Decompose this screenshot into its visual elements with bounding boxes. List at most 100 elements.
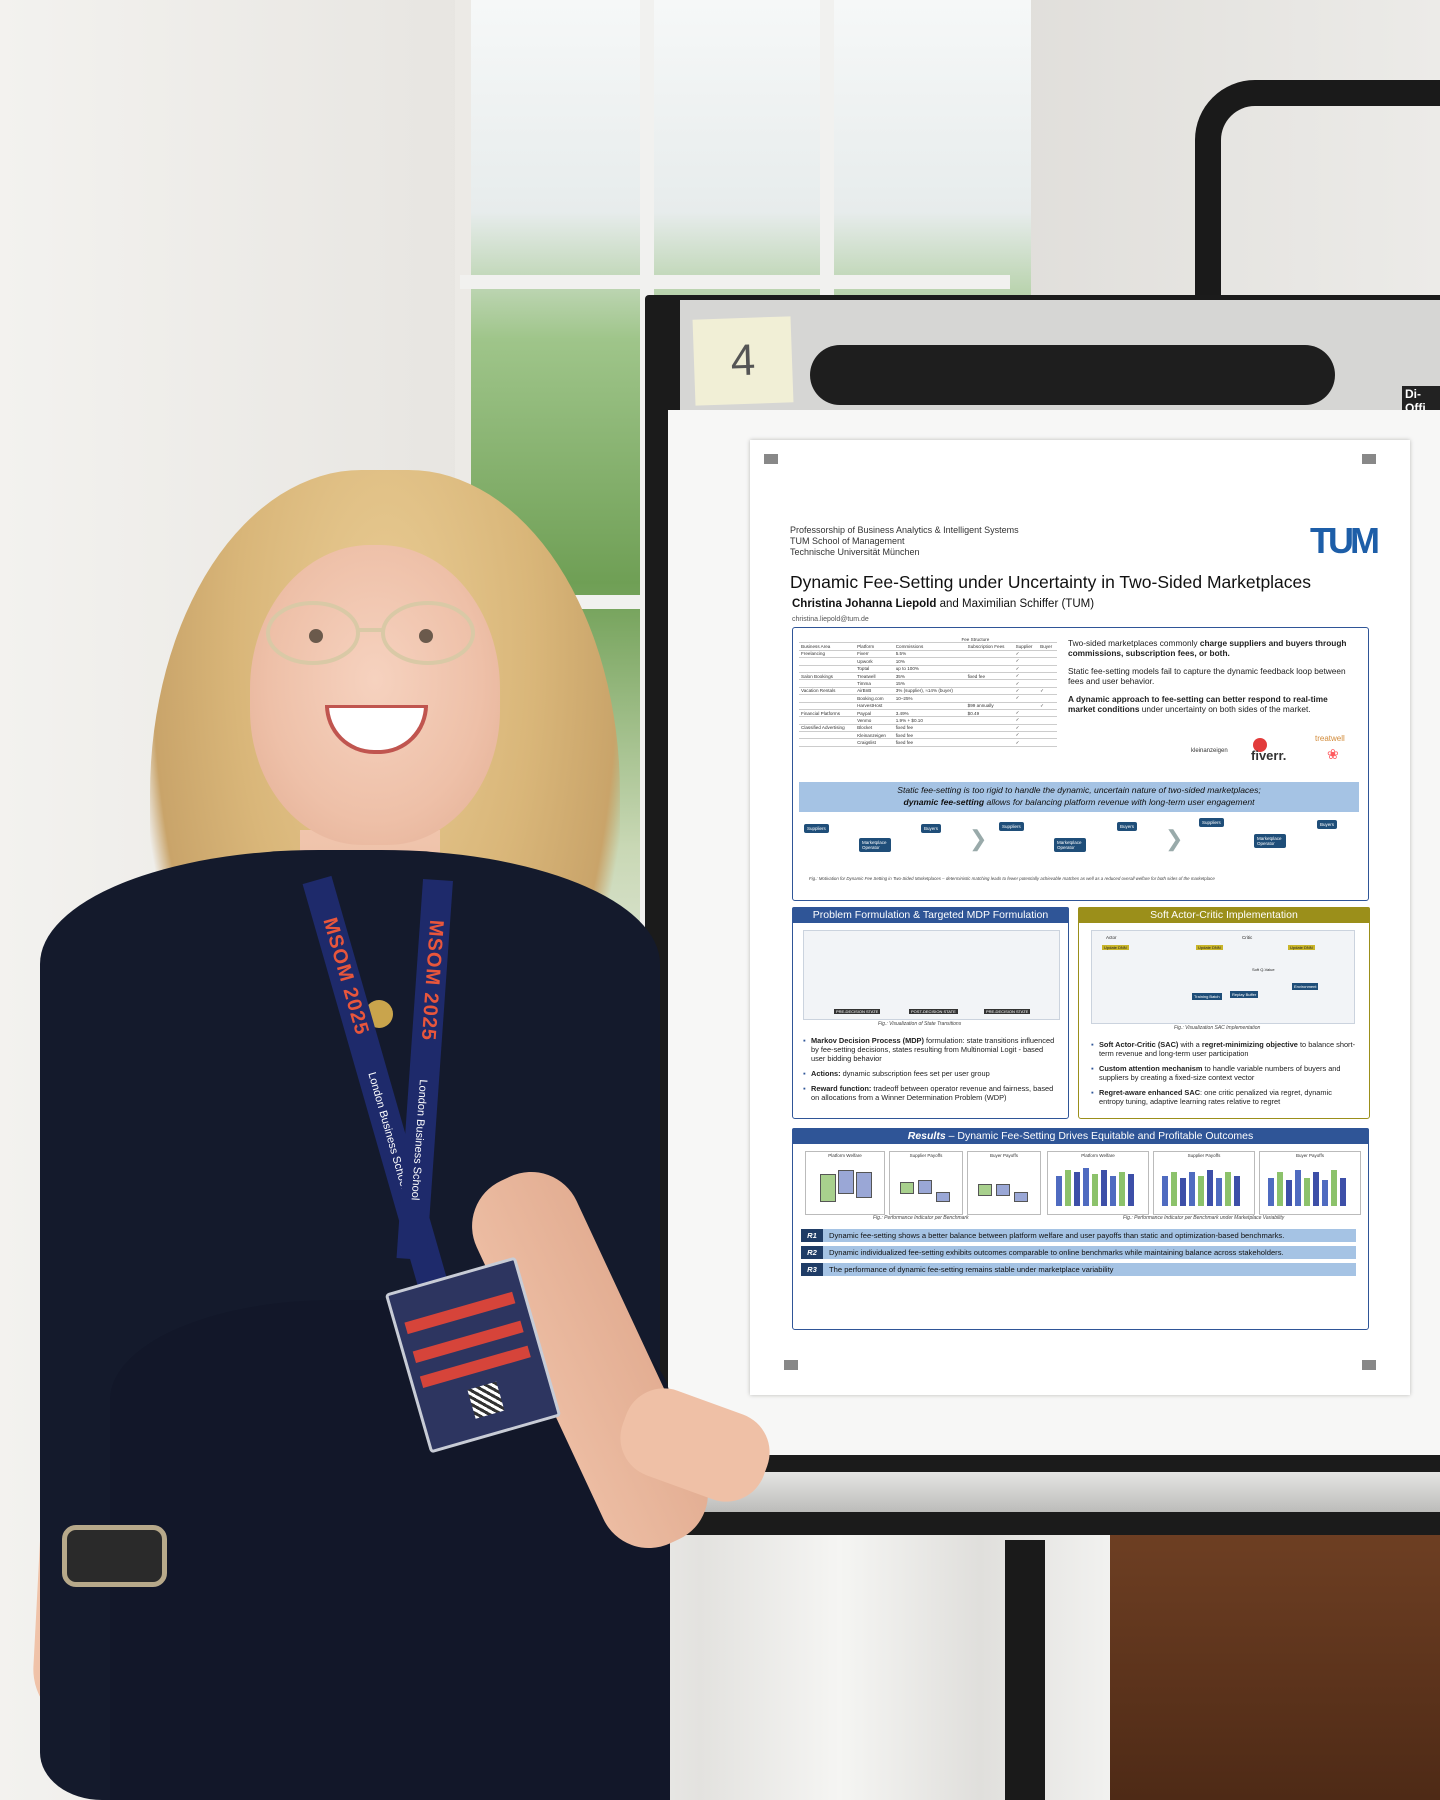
easel-stand [1005,1540,1045,1800]
table-cell: 10% [893,657,966,666]
table-cell: ✓ [1013,665,1039,673]
boxplot-supplier-payoffs: Supplier Payoffs [889,1151,963,1215]
table-super-header: Fee Structure [893,636,1057,644]
table-cell: ✓ [1013,731,1039,740]
table-cell [1038,709,1057,718]
table-cell: Timma [855,679,894,688]
table-cell [799,657,856,666]
sac-box: Soft Actor-Critic Implementation Actor C… [1078,907,1370,1119]
table-cell: ✓ [1013,738,1039,747]
sac-diagram: Actor Critic Update DNN Update DNN Updat… [1091,930,1355,1024]
box-mark [918,1180,932,1194]
table-cell [1038,665,1057,673]
table-cell: Fiverr [855,650,894,659]
table-cell [965,665,1014,673]
window-transom [460,275,1010,289]
table-cell [1038,657,1057,666]
results-heading: Results – Dynamic Fee-Setting Drives Equ… [792,1128,1369,1144]
table-cell [965,657,1014,666]
box-mark [1014,1192,1028,1202]
bar [1171,1172,1177,1206]
magnet [784,1360,798,1370]
table-cell [965,694,1014,703]
box-mark [978,1184,992,1196]
table-header-cell: Supplier [1013,642,1039,651]
table-cell: Financial Platforms [799,709,856,718]
table-row: Financial Platforms Paypal 3.49% $0.49 ✓ [799,709,1057,718]
smartwatch [62,1525,167,1587]
institution-line: Professorship of Business Analytics & In… [790,525,1019,535]
marker-tray [700,1472,1440,1512]
table-cell: Craigslist [855,738,894,747]
bar [1065,1170,1071,1206]
table-row: Timma 15% ✓ [799,679,1057,688]
table-cell [1038,650,1057,659]
table-cell: 5.5% [893,650,966,659]
state-transition-diagram: PRE-DECISION STATE POST-DECISION STATE P… [803,930,1060,1020]
bar [1110,1176,1116,1206]
motivation-caption: Fig.: Motivation for Dynamic Fee Setting… [809,876,1215,881]
box-mark [900,1182,914,1194]
sac-bullet: Soft Actor-Critic (SAC) with a regret-mi… [1091,1040,1356,1058]
institution-line: Technische Universität München [790,547,920,557]
table-cell: ✓ [1013,657,1039,666]
bar-supplier-payoffs: Supplier Payoffs [1153,1151,1255,1215]
face [250,545,500,845]
table-cell [1038,679,1057,688]
table-header-cell: Subscription Fees [965,642,1014,651]
table-cell [1013,702,1039,710]
table-cell: Toptal [855,665,894,673]
table-cell: ✓ [1013,709,1039,718]
table-cell: fixed fee [893,724,966,733]
bar [1277,1172,1283,1206]
flow-node-buyers: Buyers [1117,822,1138,831]
institution-line: TUM School of Management [790,536,905,546]
table-cell: ✓ [1013,672,1039,681]
table-cell [965,738,1014,747]
table-cell: 35% [893,672,966,681]
easel-clip [810,345,1335,405]
table-cell [1038,716,1057,725]
state-label: POST-DECISION STATE [909,1009,958,1014]
table-row: HarvestHost $99 annually ✓ [799,702,1057,710]
table-cell: Paypal [855,709,894,718]
motivation-text: Two-sided marketplaces commonly charge s… [1068,638,1353,722]
band-line-2: dynamic fee-setting allows for balancing… [903,797,1255,807]
table-cell [799,731,856,740]
boxplot-buyer-payoffs: Buyer Payoffs [967,1151,1041,1215]
motivation-band: Static fee-setting is too rigid to handl… [799,782,1359,812]
table-cell: 3% (supplier), ≈14% (buyer) [893,687,966,696]
sticky-note: 4 [692,316,794,406]
lanyard-text: MSOM 2025 [416,919,448,1042]
table-cell [1038,672,1057,681]
sac-label: Environment [1292,983,1319,990]
table-row: Upwork 10% ✓ [799,657,1057,666]
table-cell [893,702,966,710]
table-cell: Salon Bookings [799,672,856,681]
bar [1101,1170,1107,1206]
table-cell: Classified Advertising [799,724,856,733]
flow-node-operator: Marketplace Operator [1254,834,1286,848]
table-cell: fixed fee [965,672,1014,681]
table-cell [799,694,856,703]
table-header-cell: Buyer [1038,642,1057,651]
table-cell [1038,738,1057,747]
kleinanzeigen-logo: kleinanzeigen [1191,748,1228,754]
table-row: Booking.com 10–25% ✓ [799,694,1057,703]
bar [1331,1170,1337,1206]
sac-bullet: Regret-aware enhanced SAC: one critic pe… [1091,1088,1356,1106]
bar [1207,1170,1213,1206]
table-cell: ✓ [1013,650,1039,659]
result-row-r3: R3 The performance of dynamic fee-setting… [801,1263,1356,1276]
flow-chevron-icon: ❯ [1165,826,1184,851]
table-cell [965,650,1014,659]
table-cell: $99 annually [965,702,1014,710]
treatwell-logo: treatwell [1315,734,1345,743]
sac-label: Update DNN [1196,945,1223,950]
sac-bullet: Custom attention mechanism to handle var… [1091,1064,1356,1082]
table-cell: 3.49% [893,709,966,718]
author-main: Christina Johanna Liepold [792,598,937,610]
bar [1322,1180,1328,1206]
bar [1268,1178,1274,1206]
table-cell: Booking.com [855,694,894,703]
